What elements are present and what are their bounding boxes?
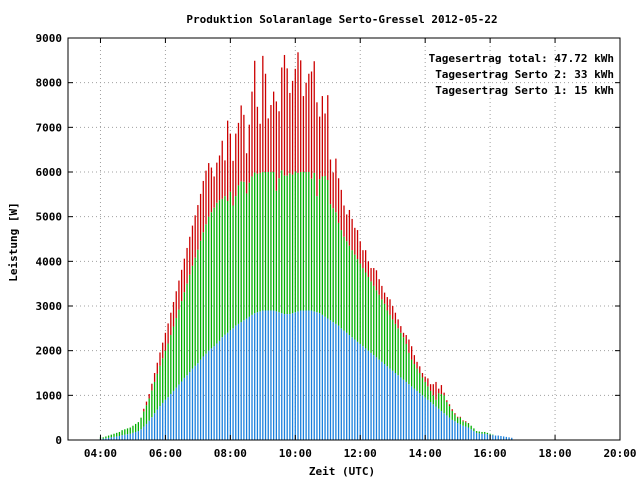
x-tick-label: 10:00 (279, 447, 312, 460)
x-tick-label: 16:00 (474, 447, 507, 460)
y-tick-label: 8000 (36, 77, 63, 90)
x-tick-label: 18:00 (538, 447, 571, 460)
x-tick-label: 14:00 (409, 447, 442, 460)
legend-entry: Tagesertrag Serto 1: 15 kWh (435, 84, 614, 97)
x-tick-label: 06:00 (149, 447, 182, 460)
y-tick-label: 9000 (36, 32, 63, 45)
y-tick-label: 2000 (36, 345, 63, 358)
legend-entry: Tagesertrag total: 47.72 kWh (429, 52, 614, 65)
legend: Tagesertrag total: 47.72 kWh Tagesertrag … (429, 52, 614, 97)
x-tick-label: 04:00 (84, 447, 117, 460)
y-tick-label: 6000 (36, 166, 63, 179)
x-tick-label: 08:00 (214, 447, 247, 460)
x-axis-label: Zeit (UTC) (309, 465, 375, 478)
y-tick-label: 3000 (36, 300, 63, 313)
y-tick-label: 4000 (36, 255, 63, 268)
plot-frame (67, 37, 621, 441)
y-tick-label: 1000 (36, 389, 63, 402)
legend-entry: Tagesertrag Serto 2: 33 kWh (435, 68, 614, 81)
y-tick-label: 7000 (36, 121, 63, 134)
x-tick-label: 12:00 (344, 447, 377, 460)
y-axis-label: Leistung [W] (7, 202, 20, 281)
bar-series (99, 52, 513, 440)
axis-ticks: 0 1000 2000 3000 4000 5000 6000 7000 8000 9000 04:… (36, 32, 637, 460)
y-tick-label: 0 (55, 434, 62, 447)
y-tick-label: 5000 (36, 211, 63, 224)
chart-title: Produktion Solaranlage Serto-Gressel 201… (186, 13, 497, 26)
x-tick-label: 20:00 (603, 447, 636, 460)
